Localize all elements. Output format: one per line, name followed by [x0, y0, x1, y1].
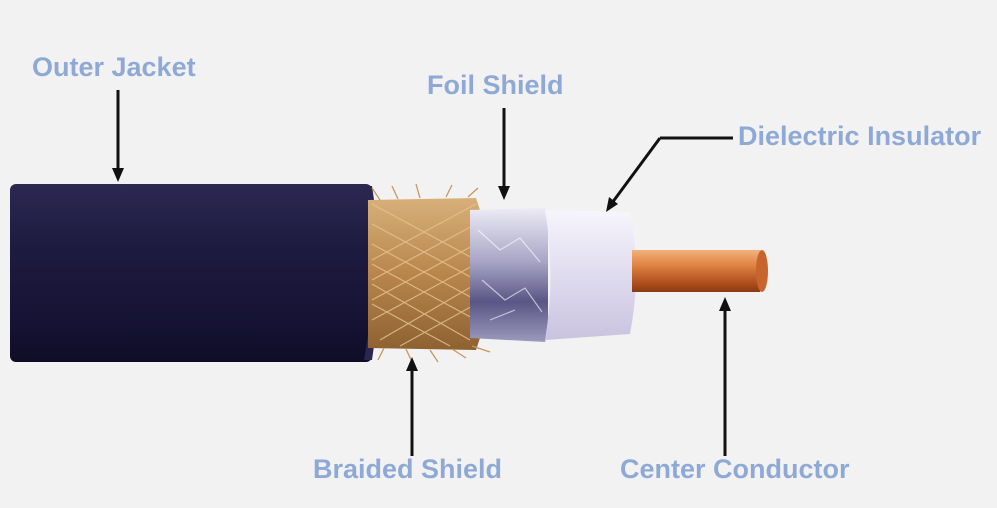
pointer-arrows: [112, 90, 733, 456]
foil-shield-arrow: [498, 108, 510, 200]
center-conductor-arrow: [719, 297, 731, 456]
braided-shield-label: Braided Shield: [313, 454, 503, 484]
dielectric-insulator-shape: [545, 210, 636, 340]
braid-strands: [371, 203, 477, 347]
outer-jacket-arrow: [112, 90, 124, 182]
dielectric-insulator-label: Dielectric Insulator: [738, 121, 982, 151]
center-conductor-shape: [632, 250, 765, 292]
dielectric-insulator-arrow: [606, 136, 733, 212]
foil-shield-label: Foil Shield: [427, 70, 564, 100]
braided-shield-shape: [368, 198, 480, 350]
braided-shield-arrow: [406, 357, 418, 456]
center-conductor-label: Center Conductor: [620, 454, 850, 484]
outer-jacket-shape: [10, 184, 372, 362]
foil-crinkles: [477, 229, 543, 321]
outer-jacket-label: Outer Jacket: [32, 52, 196, 82]
cable-illustration: [10, 183, 768, 363]
braid-loose-wires: [371, 183, 491, 363]
center-conductor-tip: [756, 250, 768, 292]
foil-shield-shape: [470, 208, 548, 342]
